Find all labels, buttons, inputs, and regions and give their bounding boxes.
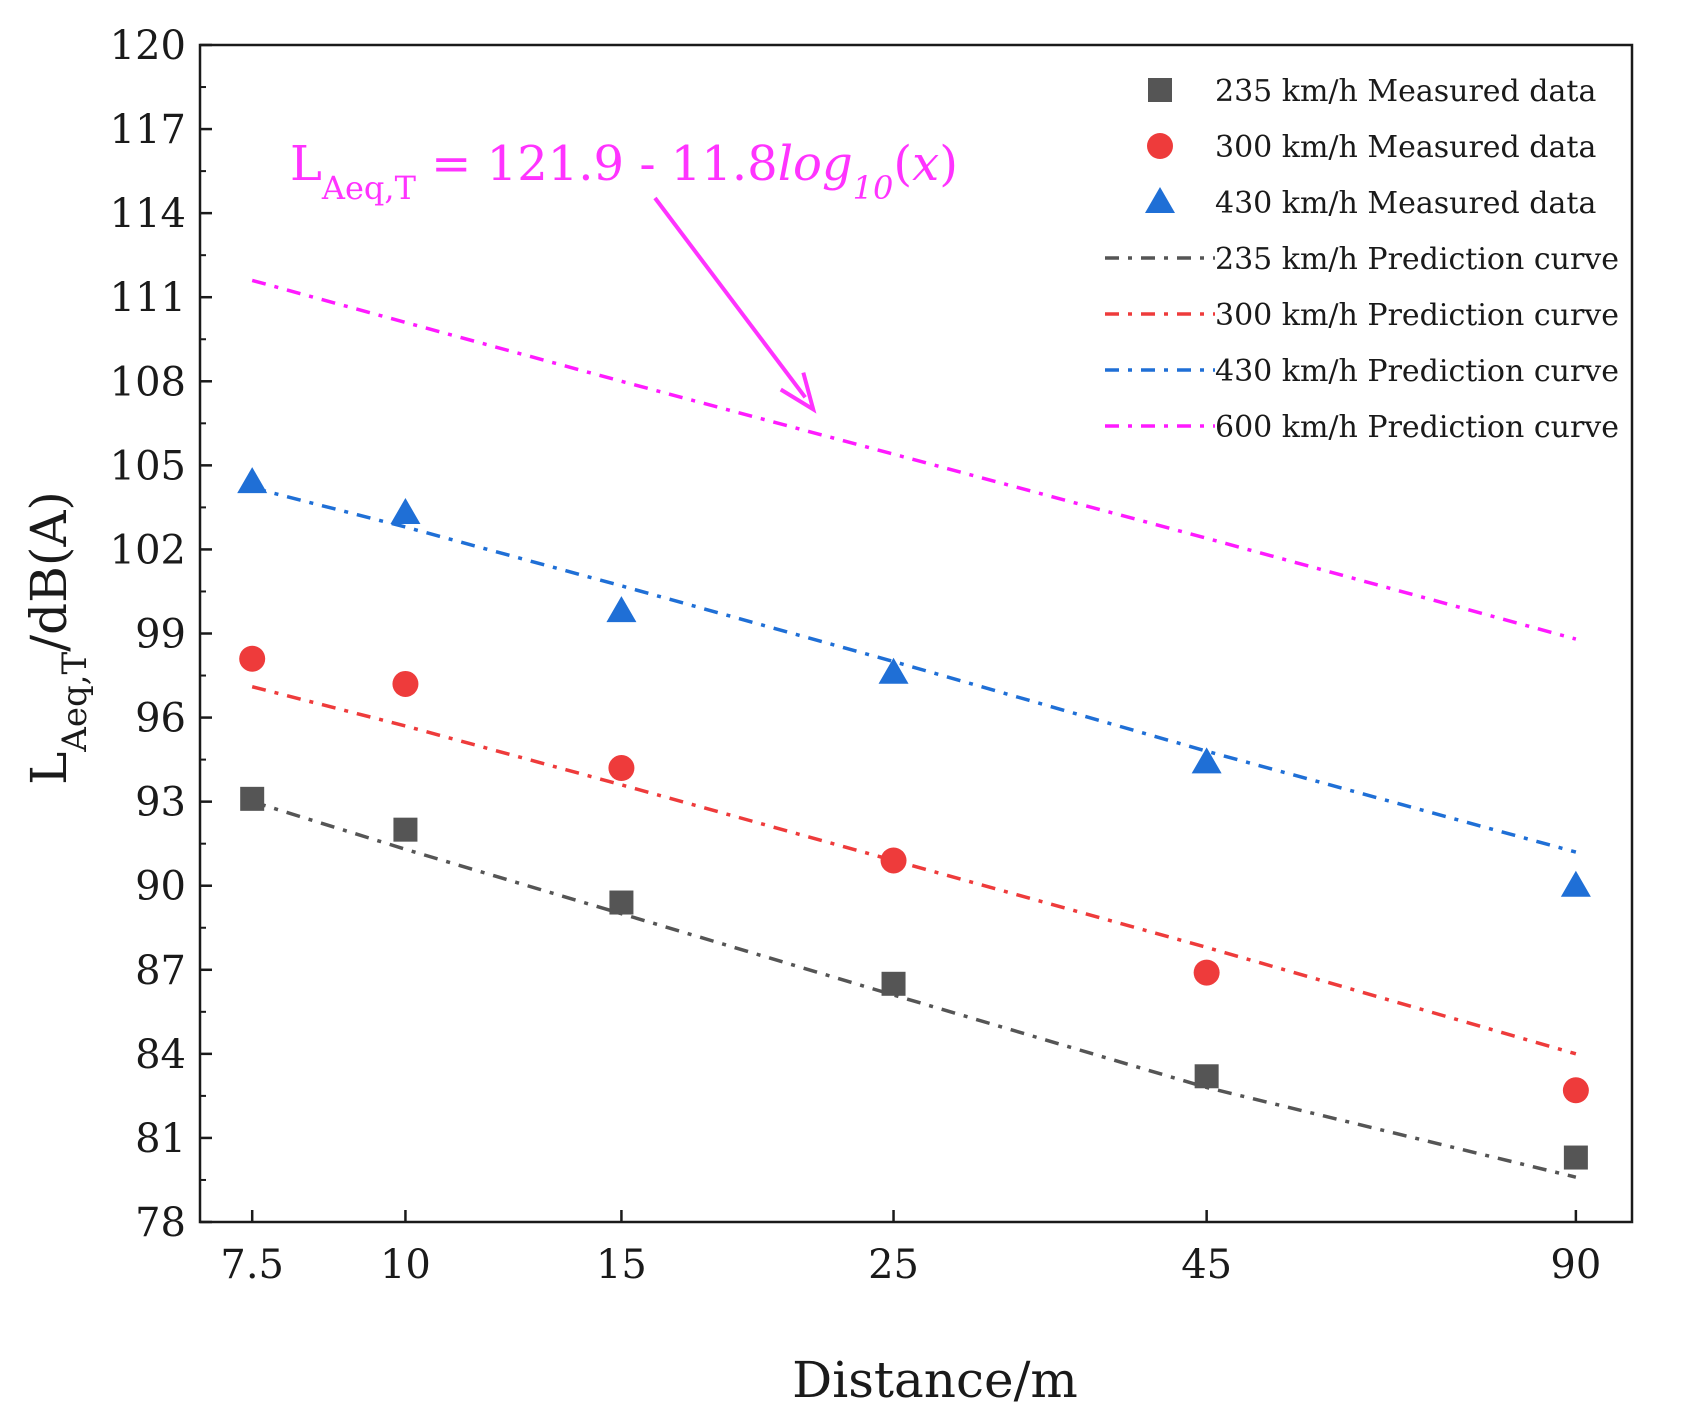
series-line-600-km-h-prediction-curve	[251, 278, 1577, 641]
data-point-235-km-h-measured-data-5	[1563, 1145, 1588, 1170]
y-axis-title-main: L	[20, 752, 78, 785]
legend-label-235-km-h-prediction-curve: 235 km/h Prediction curve	[1215, 242, 1619, 277]
legend-item-430-km-h-measured-data: 430 km/h Measured data	[1145, 186, 1596, 221]
data-point-430-km-h-measured-data-0	[237, 467, 268, 494]
y-tick-label: 96	[135, 696, 186, 742]
data-point-430-km-h-measured-data-1	[390, 497, 421, 524]
data-point-300-km-h-measured-data-3	[880, 847, 907, 874]
series-line-300-km-h-prediction-curve	[251, 685, 1577, 1056]
series-line-235-km-h-prediction-curve	[251, 799, 1577, 1179]
y-axis-title-sub: Aeq,T	[55, 651, 95, 752]
x-tick-label: 10	[380, 1242, 431, 1288]
legend-item-235-km-h-prediction-curve: 235 km/h Prediction curve	[1105, 242, 1619, 277]
y-tick-label: 105	[110, 443, 186, 489]
legend-item-600-km-h-prediction-curve: 600 km/h Prediction curve	[1105, 410, 1619, 445]
y-tick-label: 81	[135, 1116, 186, 1162]
data-point-235-km-h-measured-data-4	[1194, 1064, 1219, 1089]
y-tick-label: 93	[135, 780, 186, 826]
data-point-235-km-h-measured-data-1	[393, 817, 418, 842]
y-tick-label: 78	[135, 1200, 186, 1246]
formula-arrow-head	[779, 372, 817, 414]
y-tick-label: 87	[135, 948, 186, 994]
y-tick-label: 102	[110, 527, 186, 573]
legend-item-430-km-h-prediction-curve: 430 km/h Prediction curve	[1105, 354, 1619, 389]
legend-label-300-km-h-measured-data: 300 km/h Measured data	[1215, 130, 1596, 165]
data-point-430-km-h-measured-data-2	[606, 596, 637, 623]
data-point-430-km-h-measured-data-3	[878, 657, 909, 684]
y-axis-title: LAeq,T/dB(A)	[20, 491, 95, 785]
x-axis-title: Distance/m	[792, 1351, 1078, 1409]
y-tick-label: 84	[135, 1032, 186, 1078]
legend-marker-300-km-h-measured-data	[1147, 133, 1173, 159]
series-300-km-h-measured-data	[239, 645, 1589, 1104]
x-tick-label: 25	[868, 1242, 919, 1288]
series-235-km-h-measured-data	[240, 786, 1588, 1170]
x-tick-label: 90	[1550, 1242, 1601, 1288]
legend-label-430-km-h-measured-data: 430 km/h Measured data	[1215, 186, 1596, 221]
y-tick-label: 117	[110, 107, 186, 153]
data-point-300-km-h-measured-data-0	[239, 645, 266, 672]
y-tick-label: 90	[135, 864, 186, 910]
x-tick-label: 7.5	[220, 1242, 284, 1288]
measured-points	[237, 467, 1591, 1170]
data-point-235-km-h-measured-data-2	[609, 890, 634, 915]
legend: 235 km/h Measured data 300 km/h Measured …	[1105, 74, 1619, 445]
legend-label-430-km-h-prediction-curve: 430 km/h Prediction curve	[1215, 354, 1619, 389]
data-point-430-km-h-measured-data-5	[1560, 870, 1591, 897]
legend-item-300-km-h-prediction-curve: 300 km/h Prediction curve	[1105, 298, 1619, 333]
series-430-km-h-measured-data	[237, 467, 1591, 897]
y-tick-label: 99	[135, 612, 186, 658]
y-tick-label: 120	[110, 23, 186, 69]
x-tick-label: 45	[1181, 1242, 1232, 1288]
legend-marker-430-km-h-measured-data	[1145, 187, 1175, 213]
y-tick-label: 108	[110, 359, 186, 405]
legend-label-300-km-h-prediction-curve: 300 km/h Prediction curve	[1215, 298, 1619, 333]
data-point-235-km-h-measured-data-3	[881, 971, 906, 996]
x-tick-label: 15	[596, 1242, 647, 1288]
formula-label: LAeq,T = 121.9 - 11.8log10(x)	[290, 136, 958, 207]
data-point-300-km-h-measured-data-5	[1562, 1077, 1589, 1104]
axes: 78 81 84 87 90 93 96 99 102 105 108 111 114 117 120 7.5…	[110, 23, 1634, 1288]
data-point-300-km-h-measured-data-4	[1193, 959, 1220, 986]
data-point-300-km-h-measured-data-2	[608, 755, 635, 782]
y-tick-label: 114	[110, 191, 186, 237]
formula-annotation: LAeq,T = 121.9 - 11.8log10(x)	[290, 136, 958, 414]
legend-item-300-km-h-measured-data: 300 km/h Measured data	[1147, 130, 1596, 165]
legend-label-235-km-h-measured-data: 235 km/h Measured data	[1215, 74, 1596, 109]
data-point-235-km-h-measured-data-0	[240, 786, 265, 811]
data-point-300-km-h-measured-data-1	[392, 670, 419, 697]
legend-item-235-km-h-measured-data: 235 km/h Measured data	[1148, 74, 1596, 109]
legend-marker-235-km-h-measured-data	[1148, 78, 1172, 102]
y-tick-label: 111	[110, 275, 186, 321]
y-axis-title-rest: /dB(A)	[20, 491, 78, 652]
prediction-curves	[251, 278, 1577, 1179]
formula-arrow-shaft	[653, 196, 807, 399]
data-point-430-km-h-measured-data-4	[1191, 747, 1222, 774]
series-line-430-km-h-prediction-curve	[251, 486, 1577, 854]
legend-label-600-km-h-prediction-curve: 600 km/h Prediction curve	[1215, 410, 1619, 445]
